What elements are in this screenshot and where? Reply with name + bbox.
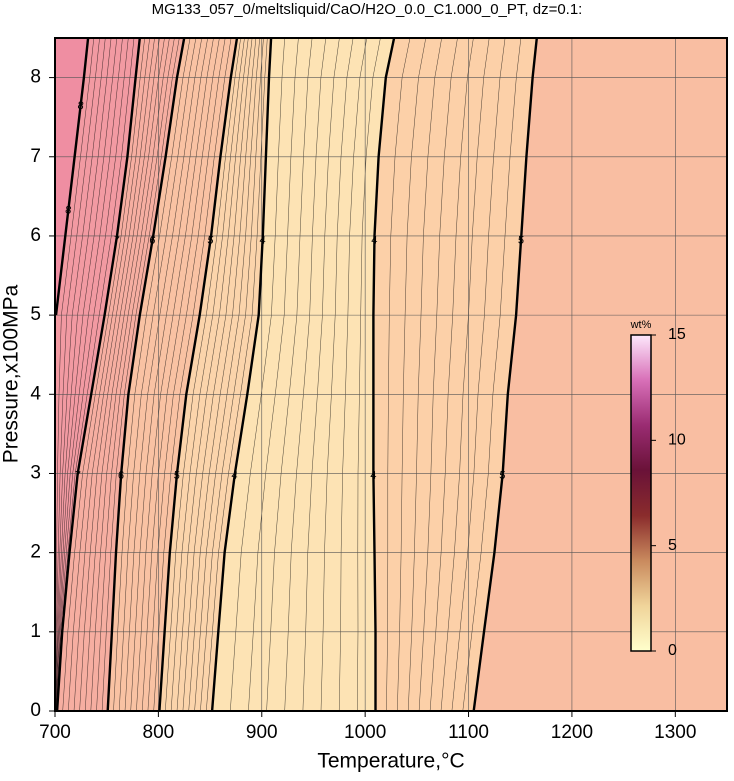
contour-label: 5 — [499, 469, 506, 482]
colorbar-tick-label: 0 — [668, 642, 677, 659]
minor-contour — [101, 38, 180, 711]
colorbar-label: wt% — [630, 319, 652, 331]
minor-contour — [188, 38, 257, 711]
minor-contour — [136, 38, 214, 711]
minor-contour — [176, 38, 249, 711]
minor-contour — [397, 38, 427, 711]
minor-contour — [206, 38, 268, 711]
minor-contour — [194, 38, 260, 711]
x-tick-label: 1300 — [654, 722, 696, 743]
contour-label: 6 — [118, 470, 125, 482]
contour-line — [55, 38, 90, 316]
y-tick-label: 6 — [30, 225, 41, 246]
y-axis-label: Pressure,x100MPa — [0, 284, 23, 463]
contour-line — [472, 38, 538, 711]
minor-contour — [200, 38, 264, 711]
minor-contour — [55, 38, 106, 711]
y-tick-label: 5 — [30, 304, 41, 325]
x-tick-label: 1000 — [344, 722, 386, 743]
colorbar — [630, 334, 652, 652]
contour-line — [210, 38, 273, 711]
minor-contour — [147, 38, 226, 711]
minor-contour — [357, 38, 381, 711]
contour-label: 7 — [74, 469, 81, 482]
contour-line — [158, 38, 239, 711]
contour-label: 4 — [259, 234, 266, 246]
contour-label: 5 — [207, 234, 215, 247]
colorbar-tick-label: 5 — [668, 537, 677, 554]
minor-contour — [418, 38, 458, 711]
minor-contour — [386, 38, 411, 711]
minor-contour — [62, 38, 145, 711]
minor-contour — [56, 38, 123, 711]
contour-line — [55, 38, 141, 711]
contour-line — [106, 38, 186, 711]
plot-frame — [54, 37, 728, 712]
minor-contour — [113, 38, 191, 711]
minor-contour — [182, 38, 253, 711]
minor-contour — [90, 38, 170, 711]
y-tick-label: 0 — [30, 700, 41, 721]
minor-contour — [338, 38, 368, 711]
contour-region — [55, 38, 140, 711]
chart-title: MG133_057_0/meltsliquid/CaO/H2O_0.0_C1.0… — [152, 1, 583, 18]
plot-area: 8 8 7 7 6 6 5 5 4 4 4 4 5 5 — [55, 38, 727, 711]
minor-contour — [56, 38, 129, 711]
contour-label: 8 — [65, 204, 72, 217]
minor-contour — [451, 38, 506, 711]
y-tick-label: 1 — [30, 621, 41, 642]
x-tick-label: 1200 — [551, 722, 593, 743]
minor-contour — [153, 38, 232, 711]
minor-contour — [55, 38, 118, 711]
x-tick-label: 900 — [246, 722, 278, 743]
x-tick-label: 800 — [143, 722, 175, 743]
contour-label: 4 — [371, 235, 377, 247]
minor-contour — [141, 38, 220, 711]
contour-label: 7 — [112, 234, 120, 247]
y-tick-label: 3 — [30, 462, 41, 483]
minor-contour — [284, 38, 327, 711]
minor-contour — [55, 38, 95, 711]
minor-contour — [302, 38, 340, 711]
minor-contour — [55, 38, 112, 711]
contour-label: 5 — [518, 234, 525, 246]
colorbar-tick-label: 15 — [668, 326, 686, 343]
y-tick-label: 4 — [30, 383, 41, 404]
y-tick-label: 7 — [30, 146, 41, 167]
minor-contour — [124, 38, 203, 711]
contour-line — [372, 38, 396, 711]
minor-contour — [130, 38, 208, 711]
contour-label: 5 — [173, 469, 180, 482]
x-tick-label: 700 — [39, 722, 71, 743]
minor-contour — [429, 38, 474, 711]
minor-contour — [118, 38, 197, 711]
contour-label: 6 — [148, 234, 156, 247]
minor-contour — [96, 38, 175, 711]
minor-contour — [165, 38, 241, 711]
y-tick-label: 8 — [30, 67, 41, 88]
x-axis-label: Temperature,°C — [317, 750, 464, 773]
minor-contour — [170, 38, 245, 711]
minor-contour — [55, 38, 100, 711]
minor-contour — [248, 38, 299, 711]
minor-contour — [79, 38, 160, 711]
minor-contour — [84, 38, 165, 711]
minor-contour — [73, 38, 155, 711]
colorbar-tick-label: 10 — [668, 432, 686, 449]
minor-contour — [320, 38, 354, 711]
minor-contour — [462, 38, 522, 711]
contour-label: 4 — [370, 470, 376, 482]
x-tick-label: 1100 — [448, 722, 489, 743]
minor-contour — [266, 38, 313, 711]
contour-label: 8 — [77, 100, 84, 113]
minor-contour — [230, 38, 285, 711]
minor-contour — [440, 38, 490, 711]
contour-label: 4 — [231, 469, 239, 482]
minor-contour — [407, 38, 442, 711]
minor-contour — [68, 38, 150, 711]
y-tick-label: 2 — [30, 542, 41, 563]
